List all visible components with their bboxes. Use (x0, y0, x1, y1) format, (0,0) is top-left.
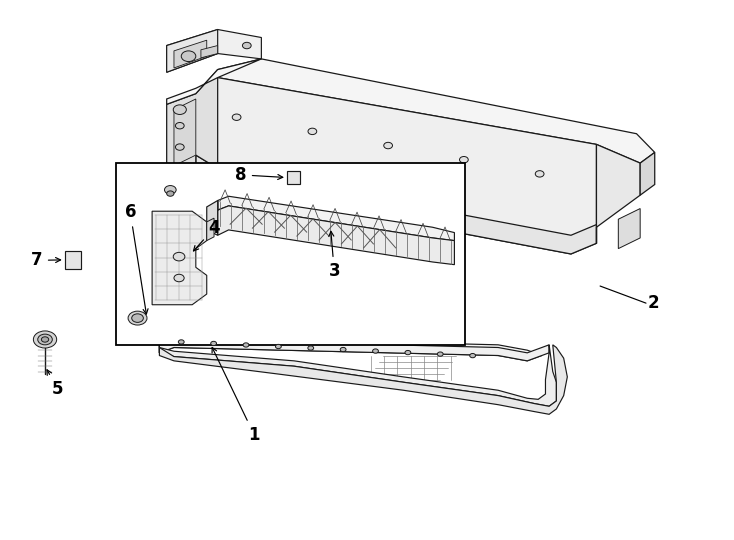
Text: 5: 5 (47, 370, 63, 397)
Polygon shape (597, 144, 640, 244)
Circle shape (405, 350, 411, 355)
Circle shape (181, 51, 196, 62)
Circle shape (535, 171, 544, 177)
Circle shape (341, 347, 346, 352)
Circle shape (384, 143, 393, 148)
Circle shape (373, 349, 379, 353)
Text: 2: 2 (647, 294, 659, 312)
Circle shape (128, 311, 147, 325)
Circle shape (37, 334, 52, 345)
Circle shape (232, 114, 241, 120)
Polygon shape (159, 337, 542, 361)
Circle shape (242, 42, 251, 49)
Circle shape (275, 345, 281, 349)
Polygon shape (167, 30, 218, 72)
Polygon shape (159, 345, 567, 414)
Circle shape (174, 274, 184, 282)
Text: 6: 6 (125, 203, 148, 314)
Polygon shape (174, 99, 196, 166)
Polygon shape (159, 340, 549, 361)
Polygon shape (196, 155, 597, 254)
Text: 1: 1 (212, 347, 260, 443)
Polygon shape (207, 200, 218, 235)
Circle shape (173, 105, 186, 114)
Polygon shape (218, 200, 454, 265)
Polygon shape (207, 218, 214, 241)
Text: 7: 7 (32, 252, 61, 269)
Circle shape (131, 314, 143, 322)
Circle shape (175, 123, 184, 129)
Circle shape (459, 157, 468, 163)
Bar (65, 251, 81, 269)
Polygon shape (196, 70, 597, 254)
Bar (287, 171, 300, 185)
Circle shape (308, 346, 313, 350)
Circle shape (178, 340, 184, 344)
Circle shape (243, 343, 249, 347)
Polygon shape (167, 59, 261, 104)
Text: 8: 8 (236, 166, 283, 184)
Circle shape (41, 337, 48, 342)
Polygon shape (218, 196, 454, 241)
Polygon shape (218, 59, 655, 163)
Text: 3: 3 (328, 231, 340, 280)
Polygon shape (174, 40, 207, 68)
Circle shape (173, 252, 185, 261)
Text: 4: 4 (194, 219, 220, 251)
Bar (116, 163, 465, 345)
Circle shape (470, 354, 476, 358)
Circle shape (33, 331, 57, 348)
Polygon shape (152, 211, 207, 305)
Polygon shape (167, 30, 261, 72)
Circle shape (437, 352, 443, 356)
Circle shape (308, 128, 317, 134)
Polygon shape (167, 70, 218, 185)
Circle shape (164, 186, 176, 194)
Circle shape (175, 144, 184, 150)
Polygon shape (640, 152, 655, 195)
Polygon shape (201, 45, 218, 58)
Circle shape (167, 191, 174, 196)
Polygon shape (159, 342, 556, 406)
Circle shape (211, 341, 217, 346)
Polygon shape (618, 208, 640, 248)
